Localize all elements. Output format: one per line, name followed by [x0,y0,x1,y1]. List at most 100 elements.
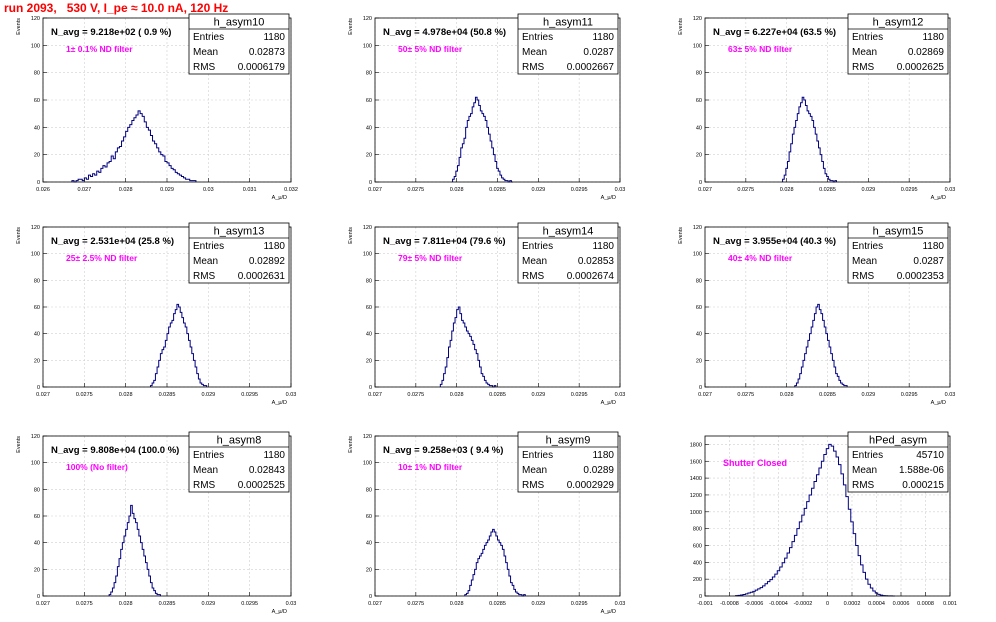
y-tick-label: 40 [696,332,702,338]
stat-label: Entries [522,450,553,461]
histogram-panel-h_asym15: 0.027 0.0275 0.028 0.0285 0.029 0.0295 0.03 0 20… [678,222,955,406]
y-axis-title: Events [678,227,684,244]
x-tick-label: 0.0275 [737,187,754,193]
stat-label: Mean [193,465,218,476]
histogram-panel-h_asym8: 0.027 0.0275 0.028 0.0285 0.029 0.0295 0.03 0 20… [16,431,296,615]
stats-box [847,431,949,493]
navg-annotation: N_avg = 7.811e+04 (79.6 %) [383,236,506,247]
x-tick-label: 0.0275 [76,392,93,398]
y-tick-label: 20 [34,567,40,573]
navg-annotation: N_avg = 4.978e+04 (50.8 %) [383,27,506,38]
y-tick-label: 100 [363,43,372,49]
stat-value: 0.02853 [578,256,615,267]
x-tick-label: 0.0006 [893,601,910,607]
stat-value: 0.0289 [583,465,614,476]
y-tick-label: 120 [31,16,40,22]
histogram-line [464,528,526,597]
y-tick-label: 120 [363,434,372,440]
stat-value: 0.000215 [902,480,944,491]
x-tick-label: -0.001 [697,601,713,607]
histogram-title: h_asym10 [214,17,265,29]
x-tick-label: 0.03 [203,187,214,193]
navg-annotation: N_avg = 9.258e+03 ( 9.4 %) [383,445,503,456]
x-tick-label: 0.0285 [489,187,506,193]
filter-annotation: 25± 2.5% ND filter [66,253,138,263]
y-tick-label: 80 [366,487,372,493]
x-tick-label: 0.03 [286,392,297,398]
y-tick-label: 0 [369,180,372,186]
y-tick-label: 80 [34,487,40,493]
x-tick-label: 0 [826,601,829,607]
y-tick-label: 100 [31,461,40,467]
x-tick-label: 0.029 [160,187,174,193]
y-tick-label: 0 [37,180,40,186]
stats-box [847,222,949,284]
x-tick-label: 0.0295 [241,601,258,607]
x-tick-label: 0.0275 [407,392,424,398]
stat-label: RMS [193,62,216,73]
y-tick-label: 0 [699,594,702,600]
x-tick-label: 0.03 [615,601,626,607]
y-tick-label: 1400 [690,476,702,482]
navg-annotation: N_avg = 2.531e+04 (25.8 %) [51,236,174,247]
x-axis-title: A_μ/D [601,609,616,615]
y-axis-title: Events [16,227,22,244]
stat-value: 0.0287 [913,256,944,267]
stat-label: Mean [522,465,547,476]
y-axis-title: Events [348,18,354,35]
histogram-title: h_asym9 [546,435,591,447]
x-tick-label: -0.0004 [769,601,788,607]
y-tick-label: 20 [696,153,702,159]
stat-value: 1.588e-06 [899,465,944,476]
stat-label: Mean [852,256,877,267]
histogram-line [439,306,497,388]
x-tick-label: 0.029 [861,187,875,193]
stat-value: 1180 [263,450,285,461]
x-tick-label: 0.0295 [571,392,588,398]
x-tick-label: 0.03 [945,187,956,193]
y-tick-label: 60 [34,98,40,104]
y-axis-title: Events [348,227,354,244]
navg-annotation: N_avg = 6.227e+04 (63.5 %) [713,27,836,38]
stat-value: 0.0002929 [567,480,615,491]
y-tick-label: 100 [31,43,40,49]
filter-annotation: Shutter Closed [723,458,787,468]
x-tick-label: 0.0285 [159,601,176,607]
y-tick-label: 20 [366,153,372,159]
x-tick-label: 0.028 [119,392,133,398]
y-tick-label: 0 [37,385,40,391]
y-tick-label: 120 [363,16,372,22]
x-tick-label: 0.028 [780,392,794,398]
y-tick-label: 100 [31,252,40,258]
histogram-title: h_asym12 [873,17,924,29]
stat-label: Entries [522,32,553,43]
stat-value: 0.0287 [583,47,614,58]
stat-label: Entries [852,241,883,252]
stat-label: RMS [522,62,545,73]
navg-annotation: N_avg = 9.808e+04 (100.0 %) [51,445,179,456]
x-tick-label: 0.0008 [917,601,934,607]
x-tick-label: 0.0295 [241,392,258,398]
x-tick-label: 0.028 [450,392,464,398]
stat-value: 0.0002353 [897,271,945,282]
stat-label: Mean [852,47,877,58]
stat-value: 0.0002667 [567,62,615,73]
y-tick-label: 40 [366,125,372,131]
stat-label: RMS [193,480,216,491]
y-tick-label: 1200 [690,493,702,499]
filter-annotation: 100% (No filter) [66,462,128,472]
y-tick-label: 600 [693,543,702,549]
y-tick-label: 80 [696,278,702,284]
x-tick-label: 0.0004 [868,601,885,607]
stat-value: 1180 [263,32,285,43]
x-tick-label: 0.0002 [844,601,861,607]
x-tick-label: 0.027 [368,392,382,398]
y-tick-label: 40 [696,125,702,131]
stat-value: 0.02869 [908,47,945,58]
x-tick-label: 0.0275 [407,187,424,193]
y-tick-label: 60 [34,305,40,311]
y-tick-label: 80 [366,71,372,77]
x-tick-label: 0.03 [615,392,626,398]
stat-label: RMS [852,480,875,491]
